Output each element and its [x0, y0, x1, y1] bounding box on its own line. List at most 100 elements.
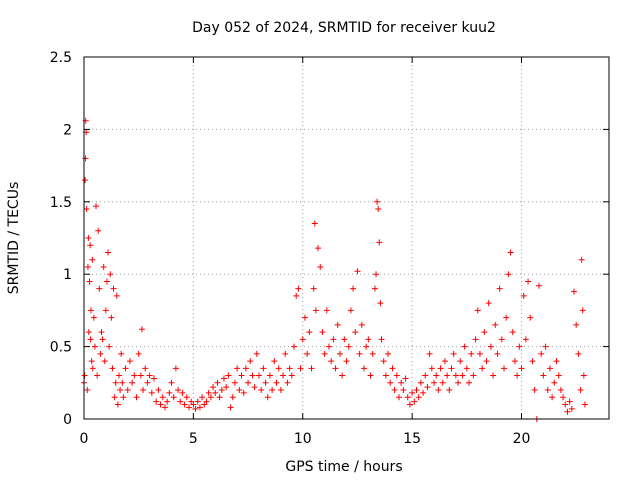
data-point	[470, 372, 477, 379]
data-point	[446, 387, 453, 394]
data-point	[205, 389, 212, 396]
data-point	[166, 389, 173, 396]
x-tick-label: 15	[403, 431, 421, 447]
data-point	[159, 394, 166, 401]
data-point	[120, 394, 127, 401]
y-axis-label: SRMTID / TECUs	[6, 182, 22, 295]
data-point	[549, 394, 556, 401]
data-point	[352, 329, 359, 336]
plot-area-frame	[83, 56, 610, 420]
data-point	[476, 350, 483, 357]
data-point	[374, 198, 381, 205]
data-point	[492, 321, 499, 328]
data-point	[334, 321, 341, 328]
data-point	[96, 285, 103, 292]
data-point	[578, 256, 585, 263]
data-point	[94, 372, 101, 379]
data-point	[234, 365, 241, 372]
data-point	[391, 387, 398, 394]
data-point	[84, 263, 91, 270]
data-point	[98, 329, 105, 336]
chart-title: Day 052 of 2024, SRMTID for receiver kuu…	[192, 20, 496, 36]
data-point	[124, 387, 131, 394]
data-point	[164, 398, 171, 405]
data-point	[485, 300, 492, 307]
data-point	[102, 307, 109, 314]
data-point	[361, 365, 367, 372]
data-point	[126, 358, 133, 365]
data-point	[106, 343, 113, 350]
data-point	[264, 394, 271, 401]
data-point	[295, 285, 302, 292]
data-point	[376, 239, 383, 246]
data-point	[203, 398, 210, 405]
data-point	[183, 394, 190, 401]
data-point	[101, 358, 108, 365]
data-point	[99, 336, 106, 343]
data-point	[175, 387, 182, 394]
data-point	[441, 358, 448, 365]
data-point	[284, 379, 291, 386]
data-point	[579, 307, 586, 314]
data-point	[308, 365, 315, 372]
data-point	[196, 404, 203, 411]
data-point	[496, 285, 503, 292]
y-tick-label: 2.5	[50, 50, 72, 66]
data-point	[135, 350, 142, 357]
data-point	[82, 177, 89, 184]
data-point	[223, 384, 230, 391]
data-point	[85, 329, 92, 336]
data-point	[575, 350, 582, 357]
data-point	[566, 398, 573, 405]
data-point	[225, 372, 232, 379]
data-point	[192, 405, 199, 412]
data-point	[413, 387, 420, 394]
data-point	[317, 263, 324, 270]
data-point	[367, 372, 374, 379]
data-point	[83, 206, 90, 213]
x-tick-label: 5	[189, 431, 198, 447]
data-point	[88, 358, 95, 365]
data-point	[562, 401, 569, 408]
data-point	[218, 387, 225, 394]
data-point	[107, 271, 114, 278]
data-point	[87, 336, 94, 343]
data-point	[88, 307, 94, 314]
data-point	[153, 398, 160, 405]
data-point	[536, 282, 542, 289]
data-point	[503, 314, 510, 321]
data-point	[330, 336, 337, 343]
data-points	[81, 117, 588, 422]
data-point	[138, 326, 145, 333]
data-point	[119, 379, 126, 386]
data-point	[97, 350, 104, 357]
data-point	[194, 398, 201, 405]
data-point	[306, 329, 313, 336]
data-point	[378, 336, 385, 343]
data-point	[426, 350, 433, 357]
data-point	[474, 307, 481, 314]
data-point	[326, 343, 332, 350]
data-point	[540, 372, 547, 379]
data-point	[146, 372, 153, 379]
data-point	[400, 387, 407, 394]
data-point	[505, 271, 512, 278]
data-point	[95, 227, 102, 234]
data-point	[100, 263, 107, 270]
data-point	[253, 350, 260, 357]
data-point	[328, 358, 335, 365]
data-point	[551, 379, 558, 386]
data-point	[245, 379, 252, 386]
data-point	[301, 314, 308, 321]
data-point	[387, 379, 394, 386]
data-point	[144, 379, 151, 386]
data-point	[396, 394, 402, 401]
data-point	[402, 375, 409, 382]
data-point	[479, 365, 486, 372]
data-point	[247, 358, 254, 365]
data-point	[231, 379, 238, 386]
data-point	[116, 372, 122, 379]
y-tick-labels: 0 0.5 1 1.5 2 2.5	[50, 50, 72, 428]
data-point	[190, 401, 197, 408]
data-point	[428, 365, 435, 372]
